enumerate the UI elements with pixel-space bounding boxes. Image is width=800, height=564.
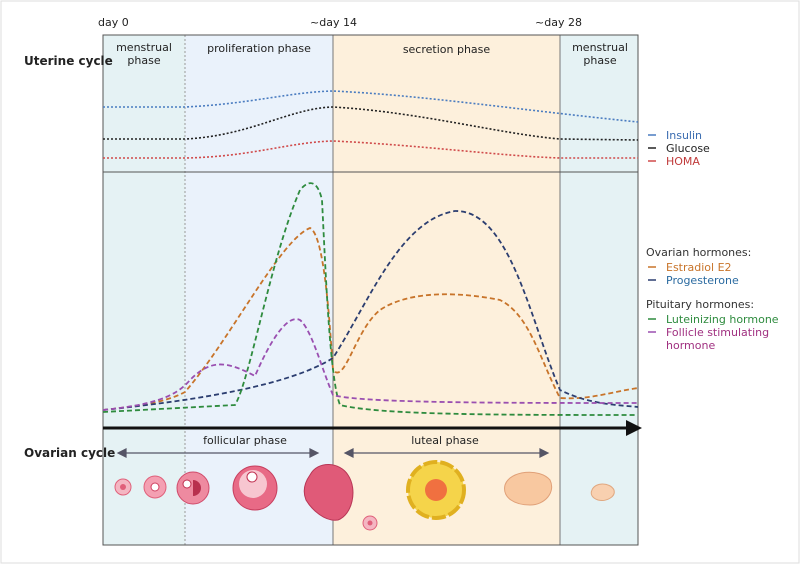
day-label: ~day 28: [535, 16, 582, 29]
insulin-curve: [103, 90, 639, 123]
legend-entry: Estradiol E2: [666, 261, 732, 274]
legend-heading: Pituitary hormones:: [646, 298, 755, 311]
corpus-luteum-regressing: [504, 471, 553, 506]
row-label: Ovarian cycle: [24, 446, 116, 460]
row-label: Uterine cycle: [24, 54, 113, 68]
phase-label: proliferation phase: [207, 42, 311, 55]
oocyte: [182, 479, 192, 489]
legend-heading: Ovarian hormones:: [646, 246, 752, 259]
oocyte: [120, 484, 126, 490]
day-label: ~day 14: [310, 16, 357, 29]
time-arrow-head: [626, 420, 642, 436]
follicles: [114, 460, 615, 531]
legend-entry: Follicle stimulating hormone: [666, 326, 770, 352]
oocyte: [367, 520, 373, 526]
phase-label: menstrual phase: [116, 41, 172, 67]
fsh-curve: [102, 318, 639, 411]
arrow-head: [539, 448, 550, 458]
day-label: day 0: [98, 16, 129, 29]
estradiol-curve: [102, 227, 639, 411]
phase-label: menstrual phase: [572, 41, 628, 67]
legend-entry: Luteinizing hormone: [666, 313, 779, 326]
ovarian-phase-label: follicular phase: [203, 434, 287, 447]
corpus-luteum-core: [425, 479, 447, 501]
metabolic-curves: [103, 90, 639, 159]
hormone-curves: [102, 182, 639, 416]
antrum: [239, 470, 267, 498]
legend-entry: Glucose: [666, 142, 710, 155]
arrow-head: [309, 448, 320, 458]
legend-entry: Progesterone: [666, 274, 739, 287]
progesterone-curve: [102, 210, 639, 411]
corpus-albicans: [590, 483, 615, 501]
ovarian-phase-label: luteal phase: [411, 434, 479, 447]
phase-label: secretion phase: [402, 43, 491, 56]
arrow-head: [343, 448, 354, 458]
phase-arrows: [116, 448, 550, 458]
arrow-head: [116, 448, 127, 458]
legend-entry: HOMA: [666, 155, 700, 168]
antrum: [193, 480, 201, 496]
secretion-band: [333, 35, 560, 545]
panel-border: [102, 34, 639, 546]
lh-curve: [102, 182, 639, 416]
menstrual-band: [560, 35, 638, 545]
menstrual-band: [103, 35, 185, 545]
glucose-curve: [103, 106, 639, 141]
ruptured-follicle: [303, 464, 354, 521]
oocyte: [246, 471, 258, 483]
oocyte: [150, 482, 160, 492]
legend-entry: Insulin: [666, 129, 703, 142]
proliferation-band: [185, 35, 333, 545]
homa-curve: [103, 140, 638, 159]
legend-swatches: [648, 134, 656, 333]
